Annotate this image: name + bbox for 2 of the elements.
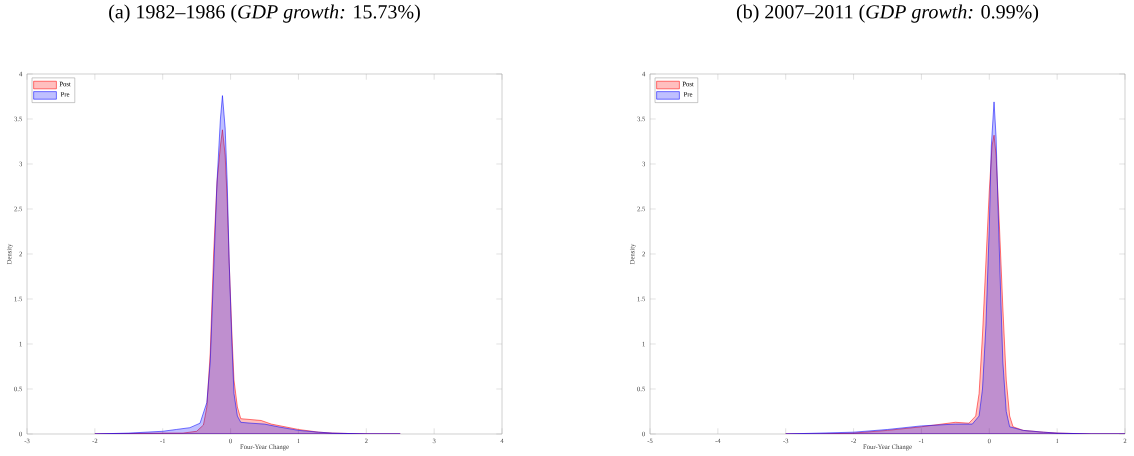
chart-title: (a) 1982–1986 (GDP growth: 15.73%) bbox=[109, 4, 420, 23]
chart-title: (b) 2007–2011 (GDP growth: 0.99%) bbox=[736, 4, 1039, 23]
